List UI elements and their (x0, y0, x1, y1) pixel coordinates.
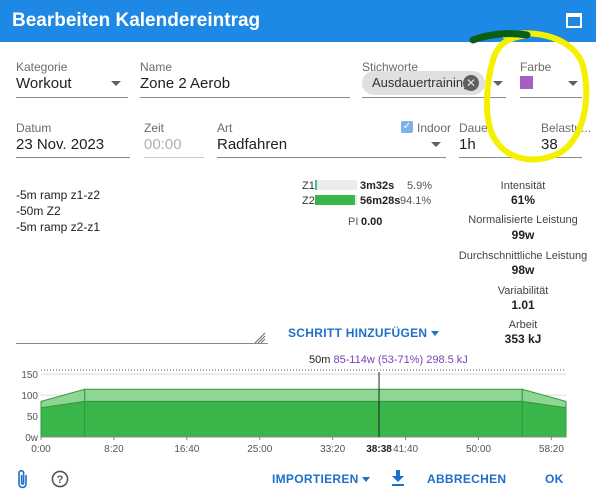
add-step-button[interactable]: SCHRITT HINZUFÜGEN (288, 326, 440, 340)
color-swatch[interactable] (520, 76, 533, 89)
zone-bar (315, 180, 317, 190)
resize-handle-icon[interactable] (254, 332, 266, 344)
metric-value: 61% (510, 193, 536, 207)
datum-label: Datum (16, 121, 52, 135)
ok-button[interactable]: OK (545, 472, 564, 486)
zeit-input[interactable]: 00:00 (144, 136, 182, 153)
metric-label: Intensität (500, 180, 546, 192)
summary-power: 85-114w (53-71%) (333, 354, 424, 366)
zone-time: 3m32s (360, 180, 395, 192)
zone-bar (315, 195, 355, 205)
dauer-underline (459, 157, 527, 158)
metric-label: Variabilität (497, 285, 549, 297)
kategorie-select[interactable]: Workout (16, 75, 72, 92)
notes-line: -5m ramp z1-z2 (16, 188, 101, 202)
metric-label: Durchschnittliche Leistung (458, 250, 588, 262)
power-area-high (521, 388, 567, 409)
dialog-titlebar: Bearbeiten Kalendereintrag (0, 0, 596, 42)
import-label: IMPORTIEREN (272, 472, 359, 486)
import-button[interactable]: IMPORTIEREN (272, 472, 371, 486)
x-tick-label: 8:20 (104, 444, 124, 455)
indoor-label: Indoor (417, 121, 452, 135)
pi-label: PI (348, 216, 359, 228)
cancel-button[interactable]: ABBRECHEN (427, 472, 507, 486)
notes-line: -5m ramp z2-z1 (16, 220, 101, 234)
x-tick-label: 33:20 (320, 444, 345, 455)
zone-name: Z2 (302, 195, 315, 207)
power-area-low (84, 400, 523, 438)
name-input[interactable]: Zone 2 Aerob (140, 75, 231, 92)
metric-value: 353 kJ (504, 332, 542, 346)
zone-name: Z1 (302, 180, 315, 192)
help-icon[interactable]: ? (51, 470, 69, 488)
highlight-circle-annotation (469, 30, 590, 163)
dauer-label: Dauer (459, 121, 492, 135)
tag-chip-label: Ausdauertraining (372, 75, 471, 90)
step-summary: 50m 85-114w (53-71%) 298.5 kJ (309, 354, 468, 366)
belastung-underline (541, 157, 582, 158)
art-select[interactable]: Radfahren (217, 136, 288, 153)
pi-value: 0.00 (361, 216, 383, 228)
maximize-icon[interactable] (566, 13, 582, 28)
name-underline (140, 97, 350, 98)
chevron-down-icon[interactable] (493, 81, 503, 86)
datum-input[interactable]: 23 Nov. 2023 (16, 136, 105, 153)
stichworte-label: Stichworte (362, 60, 419, 74)
svg-text:?: ? (57, 474, 64, 486)
workout-profile-chart[interactable]: 150 100 50 0w0:00 8:20 16:40 25:00 33:20 41:40 50… (0, 368, 596, 460)
dauer-input[interactable]: 1h (459, 136, 476, 153)
y-tick-label: 150 (21, 370, 38, 381)
x-tick-label: 0:00 (31, 444, 51, 455)
zone-time: 56m28s (360, 195, 401, 207)
zeit-label: Zeit (144, 121, 165, 135)
zone-pct: 94.1% (400, 195, 432, 207)
chevron-down-icon (362, 477, 371, 483)
farbe-underline (520, 97, 582, 98)
art-underline (217, 157, 446, 158)
summary-energy: 298.5 kJ (426, 354, 468, 366)
x-tick-label: 58:20 (539, 444, 564, 455)
chevron-down-icon[interactable] (111, 81, 121, 86)
metric-value: 99w (511, 228, 535, 242)
x-tick-label: 41:40 (393, 444, 418, 455)
x-tick-label: 16:40 (174, 444, 199, 455)
chevron-down-icon[interactable] (431, 142, 441, 147)
farbe-label: Farbe (520, 60, 552, 74)
download-icon[interactable] (391, 469, 405, 487)
chevron-down-icon (431, 331, 440, 337)
metric-value: 1.01 (511, 298, 535, 312)
zone-pct: 5.9% (407, 180, 433, 192)
y-tick-label: 0w (25, 433, 39, 444)
attachment-icon[interactable] (16, 469, 30, 489)
y-tick-label: 50 (27, 412, 39, 423)
art-label: Art (217, 121, 233, 135)
kategorie-label: Kategorie (16, 60, 68, 74)
chevron-down-icon[interactable] (568, 81, 578, 86)
remove-tag-icon[interactable]: ✕ (463, 75, 479, 91)
dialog-title: Bearbeiten Kalendereintrag (12, 10, 261, 31)
metric-label: Normalisierte Leistung (468, 214, 578, 226)
kategorie-underline (16, 97, 128, 98)
stichworte-underline (362, 97, 506, 98)
tag-chip[interactable]: Ausdauertraining ✕ (362, 71, 485, 95)
notes-textarea[interactable]: -5m ramp z1-z2 -50m Z2 -5m ramp z2-z1 (16, 187, 100, 235)
x-tick-label: 25:00 (247, 444, 272, 455)
metric-value: 98w (511, 263, 535, 277)
notes-underline (16, 343, 268, 344)
x-tick-label: 50:00 (466, 444, 491, 455)
power-area-high (84, 388, 523, 402)
cursor-label: 38:38 (366, 444, 392, 455)
zone-bar-track (315, 180, 357, 190)
add-step-label: SCHRITT HINZUFÜGEN (288, 326, 428, 340)
datum-underline (16, 157, 130, 158)
notes-line: -50m Z2 (16, 204, 61, 218)
summary-duration: 50m (309, 354, 331, 366)
belastung-input[interactable]: 38 (541, 136, 558, 153)
y-tick-label: 100 (21, 391, 38, 402)
metric-label: Arbeit (508, 319, 538, 331)
zeit-underline (144, 157, 204, 158)
name-label: Name (140, 60, 173, 74)
indoor-checkbox[interactable]: ✓ (401, 121, 413, 133)
